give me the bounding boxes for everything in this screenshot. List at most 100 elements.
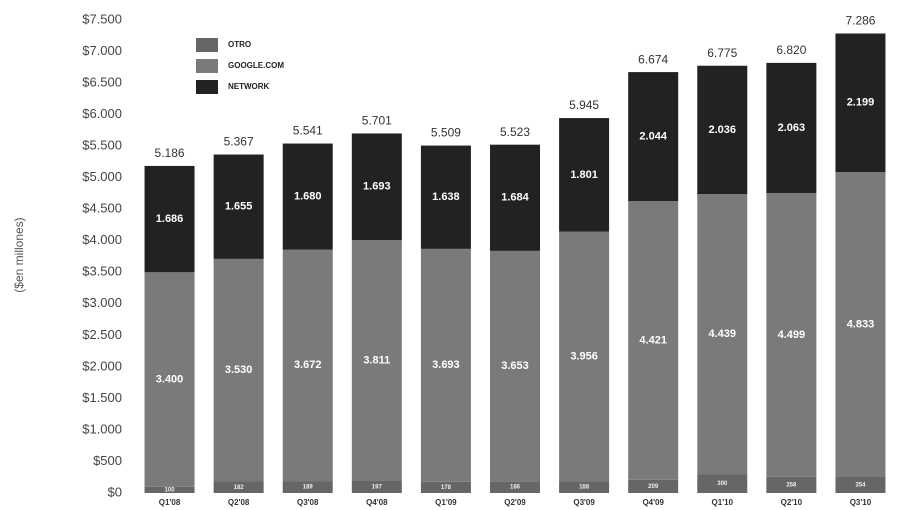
y-axis-label: ($en millones)	[12, 217, 26, 292]
data-label: 4.499	[778, 329, 806, 341]
data-label: 3.956	[570, 350, 598, 362]
total-label: 6.820	[776, 43, 806, 57]
data-label: 2.199	[847, 97, 875, 109]
bar-segment	[628, 201, 679, 480]
data-label: 3.400	[156, 373, 184, 385]
data-label: 178	[441, 485, 452, 491]
data-label: 4.439	[709, 328, 737, 340]
bar-segment	[144, 486, 195, 493]
bar-segment	[351, 240, 402, 481]
bar-segment	[835, 33, 886, 173]
x-tick-label: Q1'08	[159, 498, 181, 507]
bar-segment	[144, 165, 195, 273]
bar-segment	[490, 250, 540, 482]
x-tick-label: Q1'10	[712, 498, 734, 507]
data-label: 3.672	[294, 359, 322, 371]
x-tick-label: Q4'08	[366, 498, 388, 507]
bar-segment	[282, 249, 333, 482]
bar-segment	[835, 476, 886, 493]
bar-segment	[490, 481, 540, 493]
total-label: 7.286	[845, 14, 875, 28]
data-label: 1.684	[501, 192, 529, 204]
total-label: 5.509	[431, 126, 461, 140]
data-label: 1.693	[363, 181, 391, 193]
data-label: 100	[165, 487, 176, 493]
data-label: 1.686	[156, 213, 184, 225]
y-tick-label: $1.500	[82, 390, 122, 405]
bar-segment	[144, 272, 195, 487]
total-label: 6.674	[638, 52, 668, 66]
bar-segment	[697, 65, 748, 195]
x-tick-label: Q2'08	[228, 498, 250, 507]
x-tick-label: Q2'09	[504, 498, 526, 507]
bar-segment	[282, 481, 333, 493]
y-tick-label: $2.000	[82, 358, 122, 373]
legend-swatch	[196, 59, 218, 73]
y-tick-label: $500	[93, 453, 122, 468]
y-tick-label: $5.000	[82, 169, 122, 184]
y-tick-label: $0	[108, 484, 122, 499]
data-label: 2.036	[709, 124, 737, 136]
data-label: 4.833	[847, 318, 875, 330]
bar-segment	[213, 154, 264, 259]
total-label: 5.945	[569, 98, 599, 112]
data-label: 188	[579, 485, 590, 491]
y-tick-label: $1.000	[82, 421, 122, 436]
bar-segment	[628, 479, 679, 493]
x-tick-label: Q3'08	[297, 498, 319, 507]
bar-segment	[559, 118, 610, 232]
bar-segment	[766, 192, 817, 477]
bar-segment	[420, 248, 471, 482]
bar-segment	[213, 258, 264, 482]
data-label: 2.063	[778, 122, 806, 134]
bar-segment	[213, 481, 264, 493]
bar-segment	[420, 481, 471, 493]
data-label: 1.680	[294, 190, 322, 202]
data-label: 1.638	[432, 191, 460, 203]
y-tick-label: $2.500	[82, 327, 122, 342]
x-tick-label: Q3'09	[573, 498, 595, 507]
data-label: 189	[303, 485, 314, 491]
x-tick-label: Q4'09	[642, 498, 664, 507]
data-label: 186	[510, 485, 521, 491]
bar-segment	[559, 231, 610, 482]
x-tick-label: Q2'10	[781, 498, 803, 507]
y-tick-label: $6.500	[82, 75, 122, 90]
bar-segment	[835, 172, 886, 477]
data-label: 3.530	[225, 364, 253, 376]
y-tick-label: $6.000	[82, 106, 122, 121]
data-label: 1.655	[225, 201, 253, 213]
y-tick-label: $4.500	[82, 201, 122, 216]
x-tick-label: Q3'10	[850, 498, 872, 507]
bar-segment	[420, 145, 471, 249]
data-label: 3.693	[432, 359, 460, 371]
bar-segment	[282, 143, 333, 250]
bar-segment	[351, 480, 402, 493]
data-label: 254	[855, 483, 866, 489]
data-label: 182	[234, 485, 245, 491]
y-tick-label: $3.000	[82, 295, 122, 310]
legend-label: OTRO	[228, 40, 251, 49]
legend-swatch	[196, 38, 218, 52]
legend-swatch	[196, 80, 218, 94]
bar-segment	[490, 144, 540, 251]
total-label: 5.186	[155, 146, 185, 160]
total-label: 5.701	[362, 114, 392, 128]
total-label: 5.541	[293, 124, 323, 138]
data-label: 1.801	[570, 169, 598, 181]
data-label: 300	[717, 481, 728, 487]
data-label: 2.044	[639, 130, 667, 142]
bar-segment	[559, 481, 610, 493]
data-label: 209	[648, 484, 659, 490]
bar-segment	[766, 62, 817, 193]
bar-segment	[351, 133, 402, 241]
total-label: 6.775	[707, 46, 737, 60]
bar-segment	[697, 474, 748, 493]
y-tick-label: $7.000	[82, 43, 122, 58]
bar-segment	[766, 476, 817, 493]
legend-label: GOOGLE.COM	[228, 61, 284, 70]
data-label: 197	[372, 484, 383, 490]
data-label: 3.653	[501, 360, 529, 372]
data-label: 3.811	[363, 354, 390, 366]
